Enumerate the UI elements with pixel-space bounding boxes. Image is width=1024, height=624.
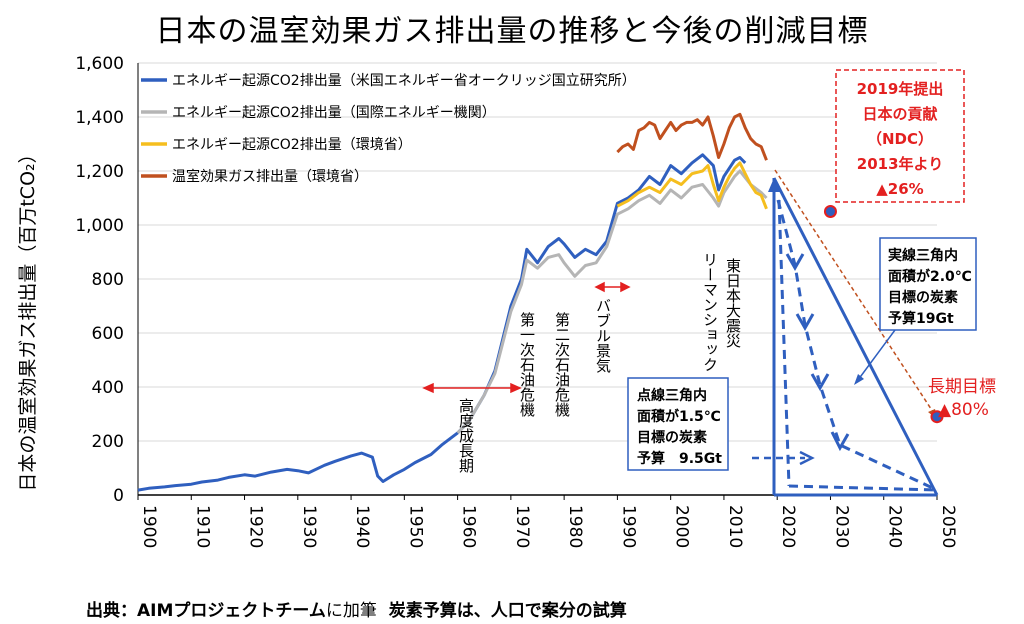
x-tick-label: 2020 (778, 505, 798, 548)
callout-line: 面積が1.5℃ (637, 408, 721, 425)
x-tick-label: 1910 (192, 505, 212, 548)
solid-budget-triangle (768, 177, 939, 497)
callout-line: 予算19Gt (888, 310, 954, 327)
x-tick-labels: 1900 1910 1920 1930 1940 1950 1960 1970 1980 1990… (137, 495, 958, 548)
high-growth-arrow (422, 382, 522, 394)
x-tick-label: 1960 (459, 505, 479, 548)
solid-budget-box (879, 237, 977, 331)
x-tick-label: 2000 (672, 505, 692, 548)
callout-line: 2019年提出 (857, 80, 944, 98)
callout-line: 点線三角内 (637, 387, 707, 404)
callout-line: 2013年より (857, 155, 943, 173)
x-tick-label: 1990 (618, 505, 638, 548)
source-suffix: 炭素予算は、人口で案分の試算 (388, 601, 627, 621)
y-tick-label: 1,200 (75, 162, 124, 182)
long-term-target-value: ▲80% (938, 400, 989, 420)
annotation-bubble: バブル景気 (594, 298, 612, 374)
y-tick-label: 1,400 (75, 108, 124, 128)
x-tick-label: 2040 (885, 505, 905, 548)
x-tick-label: 1980 (565, 505, 585, 548)
y-tick-label: 200 (92, 432, 124, 452)
annotation-lehman: リーマンショック (701, 252, 719, 372)
ndc-target-point (823, 205, 837, 218)
x-tick-label: 1930 (299, 505, 319, 548)
legend: エネルギー起源CO2排出量（米国エネルギー省オークリッジ国立研究所） エネルギー起… (141, 73, 636, 185)
series-lines (137, 112, 768, 492)
long-term-target-point (930, 410, 944, 424)
callout-line: 予算 9.5Gt (637, 450, 722, 467)
callout-line: （NDC） (867, 130, 933, 148)
y-tick-label: 0 (113, 486, 124, 506)
source-middle: に加筆 (325, 601, 377, 621)
x-tick-label: 2010 (725, 505, 745, 548)
x-tick-label: 1950 (405, 505, 425, 548)
x-tick-label: 1920 (246, 505, 266, 548)
annotation-high-growth: 高度成長期 (457, 398, 475, 474)
dotted-pointer-arrowhead (799, 450, 815, 466)
legend-label: エネルギー起源CO2排出量（米国エネルギー省オークリッジ国立研究所） (172, 73, 636, 89)
callout-line: 日本の貢献 (862, 105, 937, 123)
callout-line: 実線三角内 (888, 247, 958, 264)
y-tick-label: 600 (92, 324, 124, 344)
source-prefix: 出典：AIMプロジェクトチーム (86, 601, 326, 621)
grid-lines (138, 62, 937, 496)
series-line-2 (456, 169, 768, 434)
x-tick-label: 2030 (831, 505, 851, 548)
solid-budget-pointer (857, 329, 896, 381)
annotation-oil-crisis-1: 第一次石油危機 (518, 311, 536, 418)
callout-line: ▲26% (876, 180, 923, 198)
annotation-oil-crisis-2: 第二次石油危機 (553, 311, 571, 418)
x-tick-label: 1940 (352, 505, 372, 548)
solid-pointer-arrowhead (854, 374, 864, 385)
annotation-earthquake: 東日本大震災 (724, 258, 742, 348)
y-tick-label: 800 (92, 270, 124, 290)
long-term-target-label: 長期目標 (928, 377, 996, 397)
x-tick-label: 1900 (139, 505, 159, 548)
dotted-path-arrowheads (785, 253, 850, 452)
callout-line: 目標の炭素 (888, 289, 958, 306)
legend-label: エネルギー起源CO2排出量（環境省） (172, 137, 412, 153)
y-tick-labels: 0 200 400 600 800 1,000 1,200 1,400 1,600 (75, 54, 124, 506)
bubble-arrow (594, 281, 631, 293)
x-tick-label: 2050 (938, 505, 958, 548)
callout-line: 面積が2.0℃ (888, 268, 972, 285)
x-tick-label: 1970 (512, 505, 532, 548)
callout-line: 目標の炭素 (637, 429, 707, 446)
y-tick-label: 1,000 (75, 216, 124, 236)
series-line-4 (616, 112, 768, 161)
page-title: 日本の温室効果ガス排出量の推移と今後の削減目標 (155, 14, 869, 49)
series-line-3 (616, 161, 768, 210)
source-caption: 出典：AIMプロジェクトチームに加筆 炭素予算は、人口で案分の試算 (86, 596, 627, 621)
legend-label: エネルギー起源CO2排出量（国際エネルギー機関） (172, 105, 496, 121)
y-tick-label: 400 (92, 378, 124, 398)
y-tick-label: 1,600 (75, 54, 124, 74)
dotted-budget-path (776, 199, 938, 492)
ndc-callout-box (835, 69, 965, 203)
dotted-budget-box (627, 377, 729, 471)
y-axis-label: 日本の温室効果ガス排出量（百万tCO₂） (17, 144, 39, 491)
legend-label: 温室効果ガス排出量（環境省） (172, 168, 368, 185)
